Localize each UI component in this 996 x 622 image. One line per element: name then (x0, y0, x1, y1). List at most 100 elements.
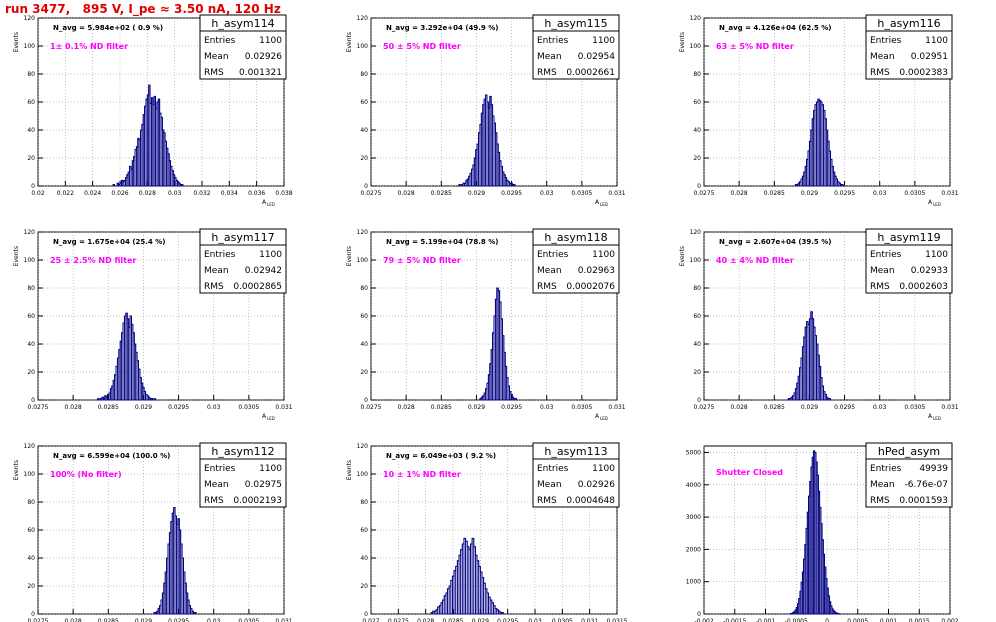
x-tick-label: 0.0285 (764, 190, 785, 197)
stats-box (865, 458, 953, 508)
y-tick-label: 0 (364, 611, 368, 618)
stats-value: 0.001321 (239, 68, 282, 78)
x-axis-unit-label: A (262, 199, 267, 206)
stats-value: 0.0002661 (566, 68, 615, 78)
x-tick-label: 0.028 (65, 618, 82, 622)
stats-box (865, 244, 953, 294)
x-tick-label: 0.03 (528, 618, 542, 622)
x-tick-label: 0.029 (801, 404, 818, 411)
y-tick-label: 100 (690, 43, 702, 50)
x-tick-label: 0.0285 (98, 404, 119, 411)
stats-label: RMS (537, 282, 557, 292)
filter-note: 1± 0.1% ND filter (50, 42, 128, 51)
histogram-outline (97, 312, 156, 401)
y-tick-label: 120 (690, 15, 702, 22)
y-tick-label: 0 (697, 183, 701, 190)
x-tick-label: 0.0275 (361, 190, 382, 197)
y-tick-label: 0 (364, 397, 368, 404)
stats-value: 0.02933 (911, 266, 948, 276)
y-tick-label: 80 (27, 71, 35, 78)
y-tick-label: 40 (360, 341, 368, 348)
y-tick-label: 20 (360, 583, 368, 590)
stats-label: Entries (870, 36, 902, 46)
histogram-panel: 0.0275 0.028 0.0285 0.029 0.0295 0.03 0.0305 0.… (13, 228, 293, 421)
y-tick-label: 120 (357, 443, 369, 450)
y-tick-label: 120 (690, 229, 702, 236)
stats-value: 0.0002865 (233, 282, 282, 292)
stats-box (199, 30, 287, 80)
x-tick-label: 0.001 (880, 618, 897, 622)
histogram-outline (153, 507, 197, 614)
x-tick-label: 0.028 (417, 618, 434, 622)
stats-value: -6.76e-07 (904, 480, 948, 490)
x-tick-label: 0.0015 (909, 618, 930, 622)
n-avg-label: N_avg = 5.199e+04 (78.8 %) (386, 238, 498, 246)
histogram-panel: 0.0275 0.028 0.0285 0.029 0.0295 0.03 0.0305 0.… (679, 228, 959, 421)
filter-note: 25 ± 2.5% ND filter (50, 256, 136, 265)
x-tick-label: -0.001 (756, 618, 776, 622)
x-tick-label: 0.0295 (501, 404, 522, 411)
stats-label: Mean (537, 266, 562, 276)
y-tick-label: 4000 (686, 482, 701, 489)
x-tick-label: 0.028 (731, 190, 748, 197)
x-tick-label: 0.002 (941, 618, 958, 622)
stats-label: Entries (204, 464, 236, 474)
y-tick-label: 100 (357, 257, 369, 264)
x-tick-label: 0.036 (248, 190, 265, 197)
stats-box (532, 244, 620, 294)
n-avg-label: N_avg = 2.607e+04 (39.5 %) (719, 238, 831, 246)
histogram-panel: 0.0275 0.028 0.0285 0.029 0.0295 0.03 0.0305 0.… (13, 442, 293, 622)
y-tick-label: 3000 (686, 514, 701, 521)
x-tick-label: 0.03 (207, 618, 221, 622)
stats-label: Mean (204, 52, 229, 62)
stats-value: 1100 (592, 36, 615, 46)
stats-value: 0.0001593 (899, 496, 948, 506)
x-tick-label: 0.031 (941, 404, 958, 411)
histogram-name: h_asym118 (544, 231, 607, 244)
x-tick-label: 0.024 (84, 190, 101, 197)
y-tick-label: 0 (364, 183, 368, 190)
stats-value: 0.0002603 (899, 282, 948, 292)
x-tick-label: 0.031 (608, 190, 625, 197)
y-tick-label: 0 (31, 611, 35, 618)
x-tick-label: 0.0295 (834, 190, 855, 197)
y-tick-label: 120 (24, 229, 36, 236)
x-tick-label: 0.0295 (168, 404, 189, 411)
x-tick-label: -0.0015 (723, 618, 746, 622)
stats-label: Entries (537, 250, 569, 260)
y-tick-label: 40 (693, 127, 701, 134)
x-tick-label: 0.0275 (388, 618, 409, 622)
filter-note: 50 ± 5% ND filter (383, 42, 461, 51)
x-tick-label: 0.0285 (764, 404, 785, 411)
x-axis-unit-label: A (595, 199, 600, 206)
y-tick-label: 2000 (686, 546, 701, 553)
y-tick-label: 60 (360, 313, 368, 320)
y-tick-label: 80 (360, 499, 368, 506)
x-tick-label: 0.0295 (497, 618, 518, 622)
y-tick-label: 100 (24, 471, 36, 478)
histogram-name: hPed_asym (878, 445, 940, 458)
x-tick-label: 0.0275 (694, 404, 715, 411)
x-axis-unit-label: A (928, 199, 933, 206)
x-tick-label: -0.0005 (785, 618, 808, 622)
x-axis-unit-subscript: LED (267, 416, 275, 421)
y-tick-label: 40 (27, 127, 35, 134)
n-avg-label: N_avg = 3.292e+04 (49.9 %) (386, 24, 498, 32)
x-tick-label: 0.031 (941, 190, 958, 197)
x-tick-label: 0.0305 (571, 404, 592, 411)
y-tick-label: 80 (27, 499, 35, 506)
y-tick-label: 20 (360, 155, 368, 162)
x-tick-label: 0.0305 (238, 404, 259, 411)
x-axis-unit-subscript: LED (600, 202, 608, 207)
stats-value: 1100 (259, 250, 282, 260)
y-tick-label: 100 (24, 43, 36, 50)
histogram-outline (458, 94, 516, 187)
stats-value: 0.0002383 (899, 68, 948, 78)
x-tick-label: 0.028 (398, 190, 415, 197)
x-tick-label: 0.031 (581, 618, 598, 622)
histogram-outline (479, 287, 517, 400)
y-tick-label: 80 (693, 71, 701, 78)
x-tick-label: 0.028 (139, 190, 156, 197)
stats-value: 0.02975 (245, 480, 282, 490)
n-avg-label: N_avg = 1.675e+04 (25.4 %) (53, 238, 165, 246)
